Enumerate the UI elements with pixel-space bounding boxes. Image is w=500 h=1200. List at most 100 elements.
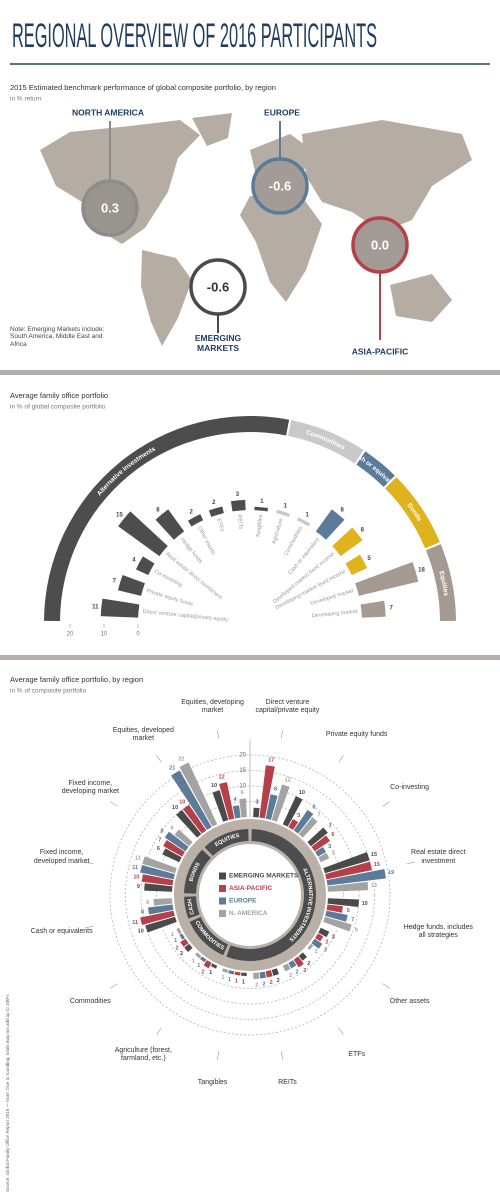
leader-line [406,925,415,929]
category-label-box: ETFs [348,1050,366,1058]
value-label: 7 [389,606,393,612]
bar [318,927,330,938]
group-label: Equities [438,570,450,597]
bar [282,796,303,827]
source-note: Source: Global Family Office Report 2016… [5,994,10,1192]
category-label: Equities, developing market [181,698,244,714]
category-label: REITs [236,514,243,529]
region-marker [81,179,139,237]
value-label: 11 [132,865,138,871]
category-label: Commodities [69,997,111,1005]
category-label-box: Commodities [69,997,111,1005]
continent [390,274,452,322]
category-label-box: Hedge funds, includes all strategies [403,924,473,940]
continent [302,120,472,232]
region-label-box: EMERGING MARKETS [194,334,242,353]
bar [326,869,386,886]
value-label: 3 [332,935,335,941]
bar [212,790,229,822]
bar [288,960,297,969]
value-label: 6 [171,826,174,832]
value-label: 4 [233,797,237,803]
tick-label: 20 [67,632,74,638]
region-marker [189,258,247,316]
category-label-box: Co-investing [390,784,429,791]
category-label: ETFs [348,1050,366,1058]
bar [345,554,368,576]
region-label: EMERGING MARKETS [194,334,242,353]
value-label: 3 [328,844,331,850]
value-label: 11 [92,604,99,610]
legend-swatch [219,910,226,917]
value-label: 8 [156,507,160,513]
tick-label: 20 [239,753,246,759]
region-value: 0.0 [371,237,389,252]
region-value: -0.6 [269,178,291,193]
value-label: 21 [169,765,175,771]
category-label: Fixed income, developing market [61,780,119,796]
bar [180,938,189,947]
category-label: ETFs [215,518,225,533]
leader-line [280,730,284,739]
value-label: 9 [355,927,358,933]
value-label: 2 [180,951,183,957]
legend-swatch [219,885,226,892]
value-label: 3 [297,813,300,819]
value-label: 1 [228,977,231,983]
value-label: 2 [289,973,292,979]
section-separator [0,370,500,375]
value-label: 2 [189,510,193,516]
value-label: 10 [179,799,185,805]
category-label: Tangibles [256,514,264,538]
value-label: 1 [235,978,238,984]
category-label: Direct venture capital/private equity [142,609,228,623]
value-label: 8 [312,804,315,810]
group-label: CASH [188,899,197,915]
group-band [288,420,364,464]
value-label: 6 [241,790,244,796]
category-label: Private equity funds [325,731,388,739]
bar [298,817,318,838]
bar [296,517,311,527]
leader-line [216,730,220,739]
value-label: 8 [340,507,344,513]
value-label: 15 [374,862,380,868]
group-band [425,544,456,622]
legend-label: EMERGING MARKETS [229,873,299,880]
value-label: 2 [325,940,328,946]
category-label-box: Tangibles [198,1079,228,1086]
category-label: Hedge funds, includes all strategies [403,924,473,940]
region-label: EUROPE [264,107,300,117]
value-label: 11 [132,920,138,926]
continent [192,113,232,146]
bar [200,956,207,963]
leader-line [156,1027,162,1035]
bar [259,971,266,979]
bar [307,827,328,847]
category-label: Cash or equivalents [30,928,93,936]
group-band [189,916,229,956]
leader-line [156,755,162,763]
bar [147,904,174,915]
bar [174,829,193,847]
section-separator [0,655,500,660]
category-label-box: Equities, developing market [181,698,244,714]
value-label: 2 [201,969,204,975]
grid-ring [125,770,375,1020]
bar [271,968,280,976]
value-label: 1 [209,970,212,976]
bar [355,562,419,596]
bar [332,527,363,557]
value-label: 10 [138,928,144,934]
chart-subtitle: in % of composite portfolio [10,688,87,695]
bar [153,898,173,906]
group-label-text: Cash or equivalent [0,0,392,485]
leader-line [382,983,390,989]
category-label: Hedge funds [179,537,204,565]
continent [141,250,192,346]
value-label: 5 [347,908,350,914]
group-band [204,829,249,856]
bar [288,818,299,830]
category-label: Direct venture capital/private equity [255,698,320,714]
